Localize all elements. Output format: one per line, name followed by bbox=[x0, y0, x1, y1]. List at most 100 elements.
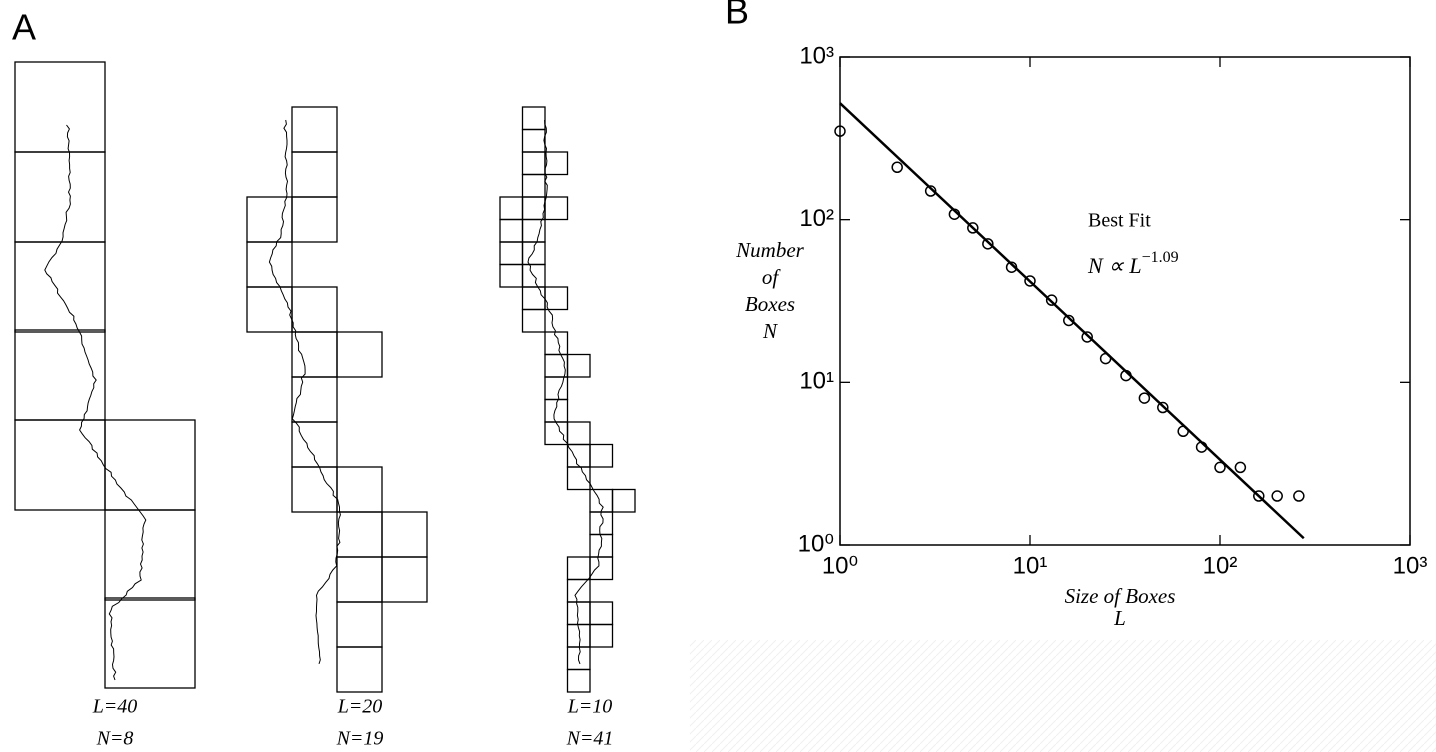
box bbox=[544, 376, 569, 401]
trace bbox=[527, 119, 604, 665]
data-point bbox=[1005, 261, 1018, 273]
data-point bbox=[1063, 314, 1075, 327]
fit-line bbox=[839, 102, 1305, 540]
trace bbox=[268, 119, 341, 665]
box bbox=[566, 421, 591, 446]
data-point bbox=[1195, 441, 1208, 453]
y-axis-label: Boxes bbox=[745, 292, 795, 316]
box bbox=[499, 196, 524, 221]
y-axis-label: of bbox=[762, 265, 782, 289]
box bbox=[589, 601, 614, 626]
box bbox=[291, 466, 338, 513]
data-point bbox=[1271, 490, 1283, 502]
box bbox=[589, 623, 614, 648]
box bbox=[521, 173, 546, 198]
box bbox=[499, 263, 524, 288]
box bbox=[336, 556, 383, 603]
panel-label: A bbox=[12, 7, 36, 48]
box bbox=[499, 241, 524, 266]
box bbox=[291, 106, 338, 153]
box bbox=[14, 419, 106, 511]
box bbox=[521, 308, 546, 333]
caption-n: N=41 bbox=[566, 728, 614, 750]
y-tick-label: 10⁰ bbox=[798, 530, 834, 557]
y-tick-label: 10¹ bbox=[799, 368, 834, 395]
x-tick-label: 10⁰ bbox=[822, 552, 858, 579]
box bbox=[104, 419, 196, 511]
box bbox=[336, 511, 383, 558]
y-tick-label: 10³ bbox=[799, 42, 834, 69]
box bbox=[246, 286, 293, 333]
box bbox=[104, 509, 196, 601]
caption-l: L=10 bbox=[567, 696, 613, 718]
box bbox=[566, 668, 591, 693]
box bbox=[521, 241, 546, 266]
y-axis-label: Number bbox=[735, 238, 804, 262]
box bbox=[14, 329, 106, 421]
y-axis-label: N bbox=[762, 319, 778, 343]
box bbox=[521, 286, 546, 311]
box bbox=[566, 443, 591, 468]
box bbox=[336, 466, 383, 513]
box bbox=[381, 556, 428, 603]
caption-l: L=20 bbox=[337, 696, 383, 718]
data-point bbox=[1177, 425, 1189, 438]
background-hatch bbox=[690, 640, 1436, 752]
data-point bbox=[982, 238, 994, 250]
y-tick-label: 10² bbox=[799, 205, 834, 232]
box bbox=[544, 331, 569, 356]
annotation-exponent: −1.09 bbox=[1142, 249, 1179, 266]
data-point bbox=[1293, 490, 1305, 502]
annotation-title: Best Fit bbox=[1088, 210, 1151, 232]
box bbox=[544, 196, 569, 221]
box bbox=[291, 196, 338, 243]
data-point bbox=[1081, 331, 1093, 343]
box bbox=[521, 128, 546, 153]
annotation-text: N ∝ L bbox=[1087, 253, 1142, 278]
annotation-formula: N ∝ L−1.09 bbox=[1087, 249, 1179, 278]
x-axis-label: Size of Boxes bbox=[1065, 584, 1176, 608]
data-point bbox=[1234, 461, 1247, 474]
data-point bbox=[1138, 392, 1151, 404]
data-point bbox=[1157, 401, 1169, 414]
box bbox=[104, 597, 196, 689]
box bbox=[566, 556, 591, 581]
box bbox=[544, 421, 569, 446]
box bbox=[544, 286, 569, 311]
x-tick-label: 10³ bbox=[1393, 552, 1428, 579]
data-point bbox=[1099, 352, 1112, 365]
data-point bbox=[1024, 275, 1036, 287]
caption-n: N=19 bbox=[336, 728, 384, 750]
box bbox=[499, 218, 524, 243]
plot-frame bbox=[839, 56, 1411, 546]
box bbox=[566, 353, 591, 378]
data-point bbox=[1253, 490, 1265, 502]
box bbox=[521, 218, 546, 243]
box bbox=[14, 61, 106, 153]
box bbox=[589, 556, 614, 581]
box bbox=[291, 151, 338, 198]
box bbox=[246, 241, 293, 288]
box bbox=[589, 443, 614, 468]
data-point bbox=[1120, 369, 1132, 382]
box bbox=[544, 151, 569, 176]
x-tick-label: 10² bbox=[1203, 552, 1238, 579]
x-axis-label: L bbox=[1113, 606, 1126, 630]
trace bbox=[44, 124, 147, 681]
data-point bbox=[891, 161, 903, 174]
box bbox=[291, 376, 338, 423]
box bbox=[291, 286, 338, 333]
box bbox=[336, 646, 383, 693]
data-point bbox=[924, 185, 937, 197]
caption-l: L=40 bbox=[92, 696, 138, 718]
box bbox=[291, 331, 338, 378]
data-point bbox=[948, 208, 961, 220]
box bbox=[14, 151, 106, 243]
box bbox=[589, 488, 614, 513]
x-tick-label: 10¹ bbox=[1013, 552, 1048, 579]
data-point bbox=[834, 125, 846, 137]
caption-n: N=8 bbox=[96, 728, 134, 750]
data-point bbox=[1214, 461, 1226, 474]
